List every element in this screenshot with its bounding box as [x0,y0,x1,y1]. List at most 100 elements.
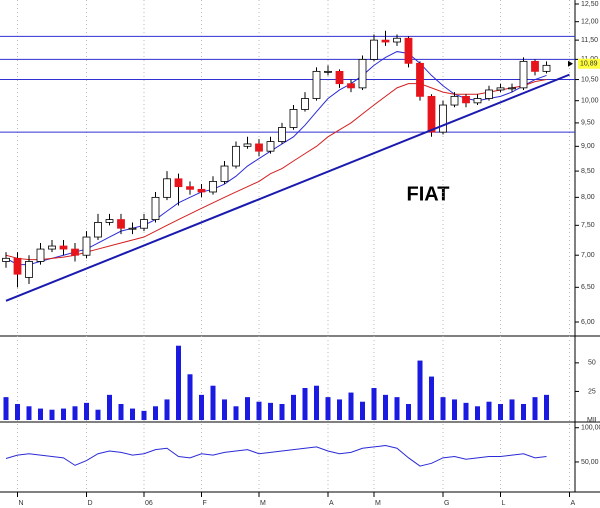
candle-body [358,58,367,89]
y-tick-label: 7,50 [581,222,595,229]
candle-body [393,37,401,43]
volume-bar [61,408,66,420]
volume-bar [84,402,89,420]
volume-bar [521,404,526,420]
candle-body [427,95,436,133]
volume-bar [279,404,285,420]
price-marker [568,60,573,67]
oscillator-tick-label: 50,00 [581,459,599,466]
candle-body [335,70,344,85]
candle-body [255,143,263,152]
volume-bar [130,408,135,420]
price-tag [578,58,600,69]
volume-bar [406,404,411,420]
candle-body [519,60,528,89]
candle-body [220,165,229,182]
volume-bar [256,401,262,420]
volume-bar [233,406,239,420]
oscillator-line [5,445,547,467]
candle-body [13,257,22,275]
volume-bar [176,345,181,420]
candle-body [174,178,183,188]
x-tick-label: N [19,500,24,507]
volume-bar [95,409,101,420]
trendline [5,73,570,302]
candle-body [416,62,424,97]
volume-bar [371,388,377,420]
volume-bar [291,394,296,420]
volume-bar [153,406,158,420]
volume-bar [383,394,388,420]
candle-body [59,245,68,250]
moving-average [5,51,547,266]
volume-bar [268,402,273,420]
annotation: FIAT [407,183,450,205]
volume-bar [3,397,9,420]
volume-bar [164,399,170,420]
candle-body [542,64,551,72]
candle-body [473,98,482,104]
volume-bar [187,374,193,420]
candle-body [94,222,102,238]
volume-bar [325,397,331,420]
volume-bar [72,406,78,420]
y-tick-label: 6,00 [581,319,595,326]
volume-bar [440,397,446,420]
volume-bar [348,392,354,420]
candle-body [324,70,332,73]
candle-body [151,196,160,220]
candle-body [450,95,459,106]
candle-body [312,70,321,99]
x-tick-label: A [329,500,334,507]
volume-bar [429,376,434,420]
y-tick-label: 12,50 [581,1,599,8]
volume-bar [210,385,216,420]
volume-bar [49,409,55,420]
y-tick-label: 12,00 [581,19,599,26]
volume-bar [222,399,227,420]
candle-body [508,87,516,90]
candle-body [243,143,252,147]
volume-tick-label: 50 [588,360,596,367]
volume-tick-label: 25 [588,388,596,395]
y-tick-label: 7,00 [581,252,595,259]
volume-bar [38,408,43,420]
price-tag-label: 10,89 [580,61,598,68]
x-tick-label: M [260,500,266,507]
candle-body [232,145,240,167]
candle-body [197,188,206,193]
candle-body [48,245,56,250]
x-tick-label: F [203,500,207,507]
volume-bar [15,404,20,420]
candle-body [71,248,79,256]
candle-body [370,39,378,60]
candle-body [25,261,33,278]
y-tick-label: 9,00 [581,143,595,150]
candle-body [347,83,355,89]
y-tick-label: 11,50 [581,37,598,44]
candle-body [404,37,413,64]
candle-body [2,257,10,262]
x-tick-label: A [571,500,576,507]
candle-body [485,89,493,99]
candle-body [82,236,91,256]
candle-body [36,248,45,262]
candle-body [496,87,505,91]
x-tick-label: L [502,500,506,507]
volume-bar [544,394,549,420]
moving-average [5,79,547,261]
volume-bar [314,385,319,420]
volume-bar [394,397,400,420]
candle-body [278,127,286,142]
candle-body [266,141,275,152]
candle-body [186,186,194,190]
volume-bar [26,406,32,420]
x-tick-label: G [444,500,449,507]
volume-bar [118,404,124,420]
volume-bar [199,394,204,420]
candle-body [117,219,125,229]
y-tick-label: 8,00 [581,194,595,201]
volume-bar [498,404,503,420]
